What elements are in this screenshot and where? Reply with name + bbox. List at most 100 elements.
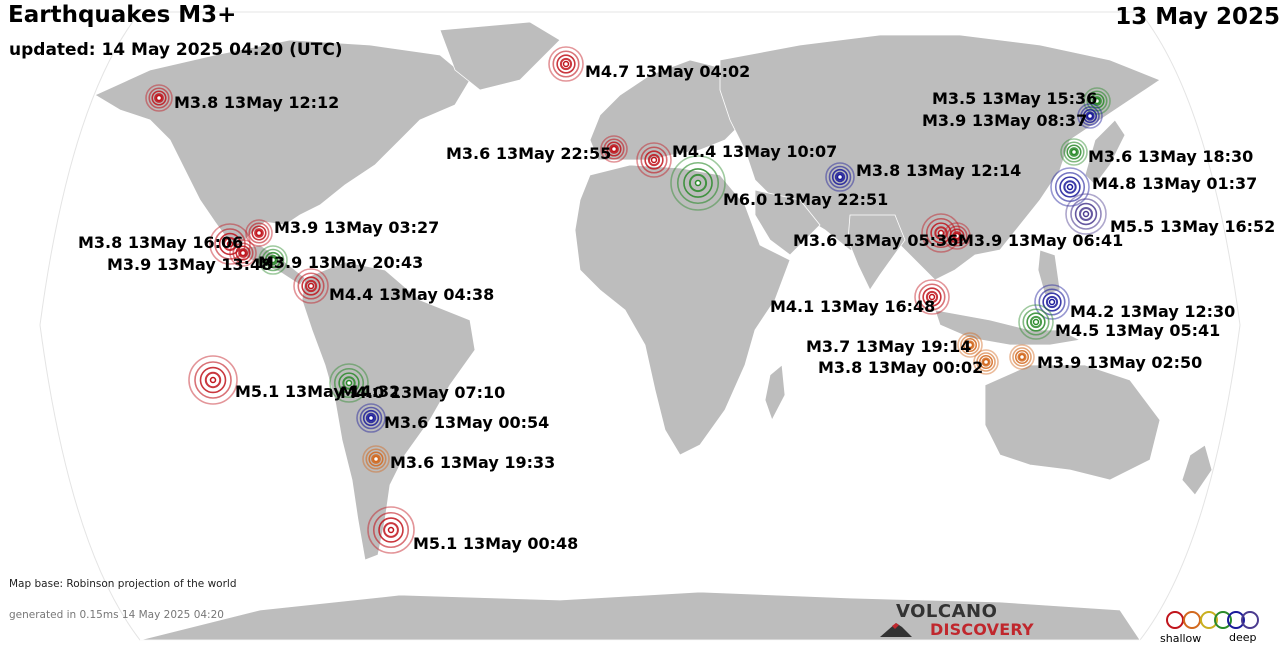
- epicenter-ring: [383, 522, 399, 538]
- earthquake-marker[interactable]: [1077, 103, 1103, 129]
- earthquake-marker[interactable]: [1065, 193, 1107, 235]
- earthquake-marker[interactable]: [1060, 138, 1088, 166]
- epicenter-ring: [918, 283, 946, 311]
- epicenter-ring: [1085, 111, 1095, 121]
- epicenter-ring: [188, 355, 238, 405]
- updated-timestamp: updated: 14 May 2025 04:20 (UTC): [9, 40, 343, 60]
- epicenter-ring: [925, 290, 939, 304]
- earthquake-marker[interactable]: [600, 135, 628, 163]
- earthquake-label: M3.6 13May 22:55: [446, 144, 611, 163]
- epicenter-ring: [1063, 180, 1077, 194]
- earthquake-marker[interactable]: [548, 46, 584, 82]
- earthquake-marker[interactable]: [670, 155, 726, 211]
- earthquake-marker[interactable]: [957, 332, 983, 358]
- epicenter-ring: [683, 168, 713, 198]
- epicenter-ring: [1050, 167, 1090, 207]
- earthquake-marker[interactable]: [329, 363, 369, 403]
- earthquake-marker[interactable]: [943, 222, 971, 250]
- epicenter-ring: [1018, 304, 1054, 340]
- earthquake-marker[interactable]: [245, 219, 273, 247]
- earthquake-label: M5.5 13May 16:52: [1110, 217, 1275, 236]
- earthquake-label: M3.9 13May 13:48: [107, 255, 272, 274]
- antarctica: [139, 591, 1141, 641]
- earthquake-label: M4.1 13May 16:48: [770, 297, 935, 316]
- epicenter-dot: [650, 156, 658, 164]
- earthquake-marker[interactable]: [188, 355, 238, 405]
- earthquake-marker[interactable]: [914, 279, 950, 315]
- epicenter-ring: [367, 506, 415, 554]
- earthquake-marker[interactable]: [825, 162, 855, 192]
- epicenter-ring: [934, 226, 948, 240]
- earthquake-marker[interactable]: [636, 142, 672, 178]
- earthquake-marker[interactable]: [1009, 344, 1035, 370]
- epicenter-ring: [1038, 288, 1066, 316]
- epicenter-ring: [973, 349, 999, 375]
- epicenter-dot: [610, 145, 618, 153]
- epicenter-ring: [1060, 138, 1088, 166]
- epicenter-ring: [1063, 141, 1085, 163]
- epicenter-dot: [387, 526, 395, 534]
- epicenter-ring: [834, 171, 846, 183]
- epicenter-ring: [365, 412, 377, 424]
- epicenter-ring: [1070, 198, 1102, 230]
- epicenter-ring: [338, 372, 360, 394]
- earthquake-label: M6.0 13May 22:51: [723, 190, 888, 209]
- epicenter-dot: [209, 376, 217, 384]
- earthquake-label: M3.9 13May 03:27: [274, 218, 439, 237]
- madagascar: [764, 364, 786, 422]
- earthquake-marker[interactable]: [1083, 87, 1111, 115]
- volcano-discovery-logo[interactable]: VOLCANO DISCOVERY: [878, 601, 1038, 643]
- epicenter-ring: [1012, 347, 1032, 367]
- earthquake-marker[interactable]: [356, 403, 386, 433]
- epicenter-ring: [1092, 96, 1102, 106]
- epicenter-ring: [946, 225, 968, 247]
- epicenter-ring: [362, 409, 380, 427]
- epicenter-ring: [600, 135, 628, 163]
- epicenter-dot: [345, 379, 353, 387]
- epicenter-ring: [978, 354, 994, 370]
- epicenter-ring: [559, 57, 573, 71]
- epicenter-ring: [965, 340, 975, 350]
- epicenter-ring: [960, 335, 980, 355]
- epicenter-ring: [556, 54, 576, 74]
- epicenter-ring: [245, 219, 273, 247]
- earthquake-marker[interactable]: [1018, 304, 1054, 340]
- epicenter-ring: [254, 228, 264, 238]
- earthquake-marker[interactable]: [1034, 284, 1070, 320]
- epicenter-dot: [372, 455, 380, 463]
- earthquake-marker[interactable]: [973, 349, 999, 375]
- epicenter-ring: [209, 223, 251, 265]
- new-zealand: [1181, 444, 1213, 496]
- arabian-peninsula: [754, 189, 821, 256]
- epicenter-ring: [378, 517, 404, 543]
- epicenter-dot: [1032, 318, 1040, 326]
- epicenter-ring: [949, 228, 965, 244]
- earthquake-labels: M4.7 13May 04:02 M3.8 13May 12:12 M3.5 13M…: [78, 62, 1275, 553]
- earthquake-label: M3.9 13May 08:37: [922, 111, 1087, 130]
- epicenter-ring: [825, 162, 855, 192]
- depth-legend-deep-label: deep: [1229, 631, 1257, 644]
- epicenter-ring: [362, 445, 390, 473]
- epicenter-ring: [670, 155, 726, 211]
- earthquake-label: M4.4 13May 04:38: [329, 285, 494, 304]
- epicenter-ring: [943, 222, 971, 250]
- epicenter-dot: [1066, 183, 1074, 191]
- epicenter-ring: [329, 363, 369, 403]
- earthquake-marker[interactable]: [293, 268, 329, 304]
- earthquake-marker[interactable]: [258, 245, 288, 275]
- earthquake-marker[interactable]: [229, 239, 257, 267]
- earthquake-marker[interactable]: [145, 84, 173, 112]
- earthquake-label: M3.5 13May 15:36: [932, 89, 1097, 108]
- earthquake-marker[interactable]: [1050, 167, 1090, 207]
- epicenter-dot: [953, 232, 961, 240]
- epicenter-ring: [1017, 352, 1027, 362]
- epicenter-ring: [976, 352, 996, 372]
- earthquake-marker[interactable]: [362, 445, 390, 473]
- greenland: [439, 21, 561, 91]
- epicenter-ring: [922, 287, 942, 307]
- page-title: Earthquakes M3+: [8, 2, 237, 28]
- epicenter-ring: [962, 337, 978, 353]
- earthquake-marker[interactable]: [367, 506, 415, 554]
- epicenter-ring: [1042, 292, 1062, 312]
- africa: [574, 164, 791, 456]
